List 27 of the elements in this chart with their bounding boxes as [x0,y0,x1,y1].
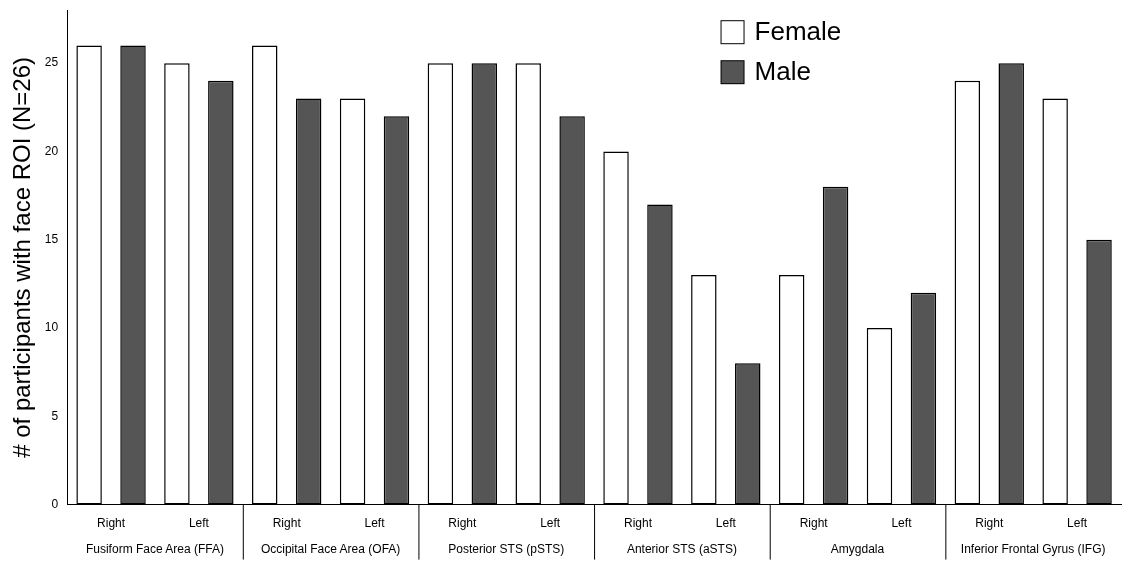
y-tick-label: 10 [44,320,59,335]
x-tick-label: Right [623,516,653,531]
legend-label: Female [754,16,842,47]
y-tick-label: 15 [44,232,59,247]
text: Anterior STS (aSTS) [626,541,737,556]
x-tick-label: Left [891,516,913,531]
x-tick-label: Left [364,516,386,531]
x-tick-label: Left [540,516,561,531]
text: Occipital Face Area (OFA) [260,541,401,556]
y-tick-label: 0 [51,496,59,511]
x-tick-label: Left [715,516,737,531]
x-tick-label: Right [975,516,1004,531]
y-axis-title: # of participants with face ROI (N=26) [8,56,36,458]
x-tick-label: Right [448,516,478,531]
y-tick-label: 5 [51,408,59,423]
x-tick-label: Left [1067,516,1088,531]
text: Amygdala [830,541,885,556]
x-tick-label: Right [799,516,829,531]
y-tick-label: 25 [44,55,59,70]
legend-label: Male [754,56,811,87]
text: Inferior Frontal Gyrus (IFG) [960,541,1106,556]
x-tick-label: Right [97,516,126,531]
y-tick-label: 20 [44,143,59,158]
text: Posterior STS (pSTS) [448,541,565,556]
text: Fusiform Face Area (FFA) [85,541,224,556]
x-tick-label: Left [188,516,210,531]
x-tick-label: Right [272,516,302,531]
